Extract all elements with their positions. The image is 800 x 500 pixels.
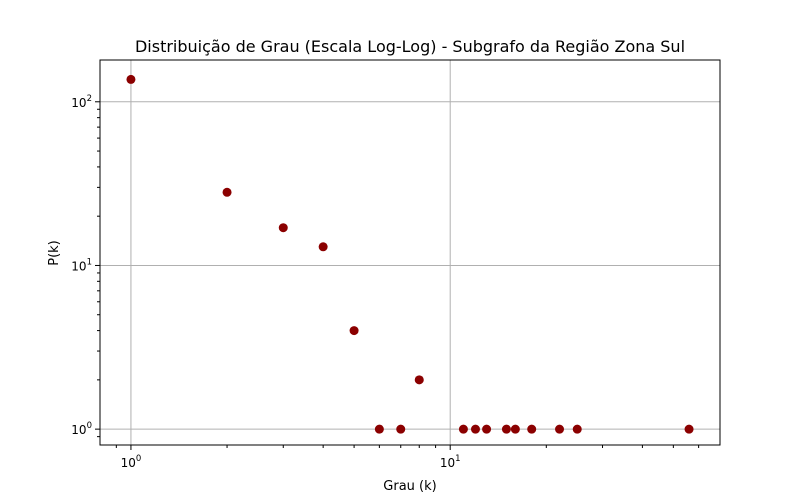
- y-tick-label: 101: [71, 257, 92, 273]
- data-point: [572, 424, 582, 434]
- points-layer: [126, 74, 694, 434]
- data-point: [374, 424, 384, 434]
- y-axis-label: P(k): [47, 240, 62, 266]
- grid-layer: [100, 60, 720, 445]
- x-tick-label: 100: [121, 454, 142, 470]
- data-point: [470, 424, 480, 434]
- data-point: [510, 424, 520, 434]
- data-point: [684, 424, 694, 434]
- axes-frame: [99, 59, 721, 446]
- data-point: [527, 424, 537, 434]
- x-axis-label: Grau (k): [383, 479, 436, 494]
- data-point: [349, 326, 359, 336]
- y-tick-label: 100: [71, 421, 92, 437]
- chart-title: Distribuição de Grau (Escala Log-Log) - …: [135, 37, 685, 56]
- data-point: [318, 242, 328, 252]
- data-point: [278, 223, 288, 233]
- data-point: [458, 424, 468, 434]
- y-tick-label: 102: [71, 94, 92, 110]
- data-point: [222, 187, 232, 197]
- data-point: [501, 424, 511, 434]
- data-point: [414, 375, 424, 385]
- x-tick-label: 101: [440, 454, 461, 470]
- ticks-layer: 100 101 100 101 102: [71, 94, 700, 470]
- data-point: [555, 424, 565, 434]
- data-point: [126, 74, 136, 84]
- data-point: [396, 424, 406, 434]
- data-point: [482, 424, 492, 434]
